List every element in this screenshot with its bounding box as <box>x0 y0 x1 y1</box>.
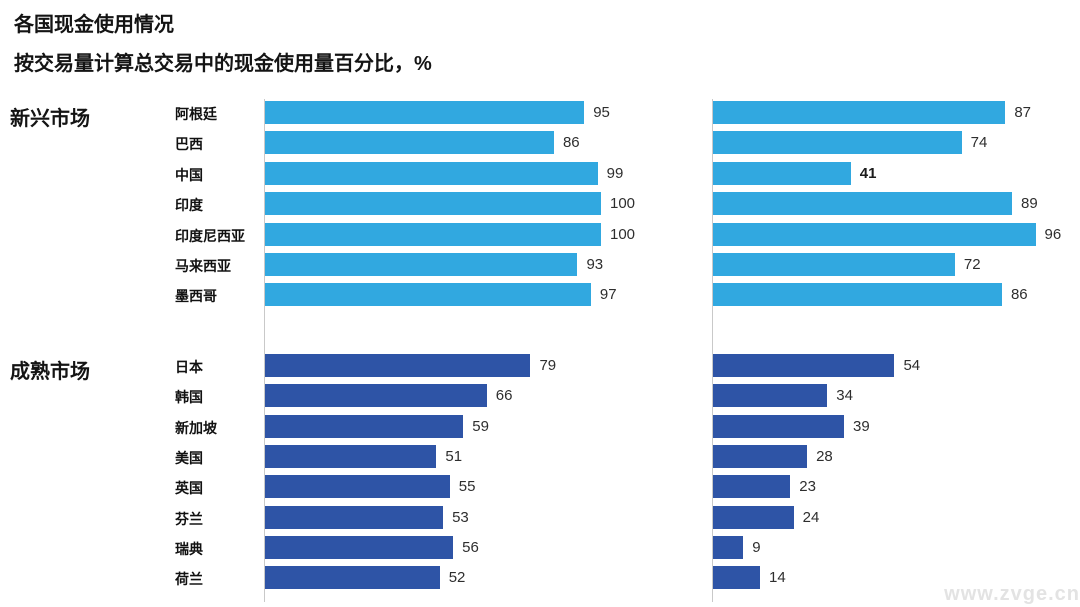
right-panel-bar <box>713 101 1006 124</box>
left-panel-bar <box>265 222 601 246</box>
right-panel-bar <box>713 354 895 377</box>
left-panel-value: 100 <box>610 195 636 213</box>
country-label: 韩国 <box>175 389 203 406</box>
right-panel-value: 86 <box>1010 286 1028 304</box>
left-panel-bar <box>265 475 450 499</box>
country-label: 英国 <box>175 480 203 497</box>
right-panel-bar <box>713 505 794 529</box>
left-panel-bar <box>265 354 531 377</box>
left-panel-bar <box>265 161 598 185</box>
right-panel-value: 54 <box>903 357 921 374</box>
right-panel-bar <box>713 566 761 590</box>
right-panel-value: 72 <box>963 256 981 273</box>
left-panel-bar <box>265 535 454 559</box>
country-label: 芬兰 <box>175 510 203 527</box>
right-panel-value: 34 <box>836 387 853 405</box>
left-panel-bar <box>265 505 444 529</box>
left-panel-bar <box>265 283 591 307</box>
left-panel-bar <box>265 444 437 468</box>
right-panel-value: 41 <box>859 164 877 182</box>
left-panel-value: 56 <box>462 538 479 556</box>
country-label: 巴西 <box>175 136 203 153</box>
left-panel-bar <box>265 131 554 155</box>
right-panel-bar <box>713 384 828 408</box>
right-panel-bar <box>713 475 791 499</box>
right-panel-value: 39 <box>853 417 870 435</box>
country-label: 印度 <box>175 197 203 214</box>
left-panel-bar <box>265 384 487 408</box>
left-panel-value: 66 <box>495 387 513 405</box>
right-panel-value: 96 <box>1044 225 1062 243</box>
left-panel-value: 93 <box>586 256 604 273</box>
country-label: 美国 <box>175 449 203 466</box>
left-panel-value: 59 <box>472 417 489 435</box>
left-panel-value: 99 <box>606 164 624 182</box>
left-panel-bar <box>265 253 578 276</box>
right-panel-value: 74 <box>970 134 988 152</box>
group-label-mature: 成熟市场 <box>10 361 90 383</box>
right-panel-value: 24 <box>802 508 820 526</box>
right-panel-value: 28 <box>816 447 833 465</box>
left-panel-bar <box>265 101 585 124</box>
left-panel-axis <box>264 99 265 602</box>
left-panel-bar <box>265 414 464 438</box>
left-panel-value: 55 <box>458 478 476 496</box>
right-panel-value: 14 <box>769 569 786 587</box>
right-panel-bar <box>713 283 1002 307</box>
chart-title: 各国现金使用情况 <box>14 14 174 36</box>
chart-subtitle: 按交易量计算总交易中的现金使用量百分比，% <box>14 53 432 75</box>
group-label-emerging: 新兴市场 <box>10 108 90 130</box>
right-panel-value: 89 <box>1021 195 1038 213</box>
right-panel-bar <box>713 444 808 468</box>
country-label: 瑞典 <box>175 540 203 557</box>
left-panel-value: 79 <box>539 357 557 374</box>
right-panel-bar <box>713 414 845 438</box>
right-panel-value: 23 <box>799 478 816 496</box>
country-label: 日本 <box>175 359 203 375</box>
chart-header: 各国现金使用情况 按交易量计算总交易中的现金使用量百分比，% <box>14 6 432 84</box>
right-panel-axis <box>712 99 713 602</box>
country-label: 印度尼西亚 <box>175 227 245 244</box>
right-panel-bar <box>713 535 744 559</box>
right-panel-bar <box>713 131 962 155</box>
right-panel-value: 87 <box>1014 104 1031 121</box>
country-label: 中国 <box>175 166 203 183</box>
country-label: 荷兰 <box>175 571 203 588</box>
left-panel-value: 100 <box>610 225 636 243</box>
left-panel-value: 86 <box>562 134 580 152</box>
left-panel-value: 97 <box>599 286 617 304</box>
left-panel-value: 52 <box>448 569 466 587</box>
country-label: 阿根廷 <box>175 106 217 122</box>
right-panel-bar <box>713 192 1013 216</box>
country-label: 墨西哥 <box>175 288 217 305</box>
left-panel-value: 51 <box>445 447 463 465</box>
watermark: www.zvge.cn <box>944 583 1080 605</box>
left-panel-value: 53 <box>452 508 469 526</box>
left-panel-value: 95 <box>593 104 610 121</box>
country-label: 马来西亚 <box>175 258 231 274</box>
country-label: 新加坡 <box>175 419 217 436</box>
right-panel-bar <box>713 222 1036 246</box>
left-panel-bar <box>265 566 440 590</box>
right-panel-bar <box>713 161 851 185</box>
left-panel-bar <box>265 192 601 216</box>
right-panel-bar <box>713 253 955 276</box>
right-panel-value: 9 <box>752 538 761 556</box>
